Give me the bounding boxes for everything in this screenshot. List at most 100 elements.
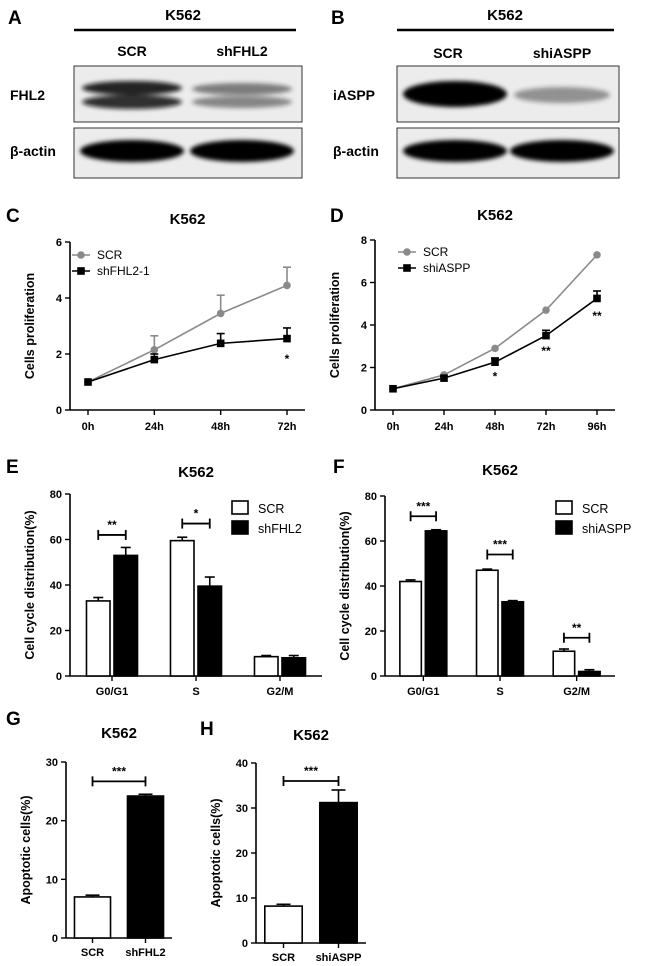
x-tick-label: shFHL2: [125, 947, 165, 959]
blot-title: K562: [487, 7, 523, 24]
x-tick-label: 96h: [588, 421, 607, 433]
y-tick-label: 10: [236, 893, 248, 905]
bar: [281, 656, 307, 677]
data-point: [491, 358, 499, 366]
x-tick-label: SCR: [272, 952, 295, 964]
legend-label: SCR: [258, 502, 284, 516]
lane-label: shFHL2: [216, 43, 268, 59]
x-tick-label: 48h: [486, 421, 505, 433]
x-tick-label: 24h: [145, 421, 164, 433]
y-tick-label: 40: [236, 758, 248, 770]
y-axis-label: Apoptotic cells(%): [19, 795, 33, 904]
y-axis-label: Cell cycle distribution(%): [23, 510, 37, 659]
bar: [126, 795, 165, 939]
series-shiaspp: [389, 290, 601, 393]
lane-label: SCR: [117, 43, 147, 59]
lane-label: shiASPP: [533, 45, 591, 61]
blot-band: [510, 140, 614, 162]
chart-title: K562: [477, 207, 513, 224]
significance-label: ***: [493, 538, 507, 552]
bar: [263, 905, 303, 944]
panel-letter: D: [330, 206, 344, 227]
data-point: [593, 294, 601, 303]
x-tick-label: 0h: [82, 421, 95, 433]
panel-letter: C: [6, 206, 20, 227]
bar: [424, 530, 448, 677]
y-tick-label: 2: [361, 363, 367, 375]
y-tick-label: 20: [236, 848, 248, 860]
data-point: [403, 248, 411, 256]
y-tick-label: 20: [365, 626, 377, 638]
chart-g: 0 10 20 30 Apoptotic cells(%) K562 G SCR shFHL2 *…: [6, 709, 172, 959]
y-tick-label: 4: [56, 293, 63, 305]
bar: [501, 600, 525, 677]
legend-label: shFHL2-1: [97, 264, 150, 278]
y-tick-label: 80: [365, 491, 377, 503]
significance-label: **: [572, 621, 582, 635]
series-line: [87, 337, 288, 383]
data-point: [216, 309, 225, 318]
y-tick-label: 8: [361, 235, 367, 247]
x-tick-label: S: [496, 686, 503, 698]
x-tick-label: G0/G1: [96, 686, 128, 698]
blot-band: [190, 140, 294, 162]
chart-title: K562: [178, 464, 214, 481]
bar: [552, 650, 576, 677]
data-point: [283, 334, 291, 343]
x-tick-label: S: [192, 686, 199, 698]
blot-row-label: FHL2: [10, 87, 45, 103]
bar: [113, 554, 139, 677]
y-tick-label: 40: [50, 580, 62, 592]
x-tick-label: 72h: [278, 421, 297, 433]
y-axis-label: Cells proliferation: [328, 272, 342, 378]
y-tick-label: 4: [361, 320, 368, 332]
y-tick-label: 30: [46, 757, 58, 769]
charts: 0 2 4 6 Cells proliferation K562 C 0h 24h 48h 72h S…: [6, 206, 631, 964]
legend-swatch: [555, 520, 573, 535]
significance-label: ***: [304, 764, 318, 778]
chart-title: K562: [170, 211, 206, 228]
blot-band: [514, 87, 610, 103]
x-tick-label: G2/M: [267, 686, 294, 698]
significance-label: **: [541, 344, 551, 358]
significance-label: ***: [416, 499, 430, 513]
y-tick-label: 0: [56, 405, 62, 417]
data-point: [283, 281, 291, 290]
data-point: [77, 267, 85, 275]
chart-title: K562: [482, 462, 518, 479]
data-point: [150, 346, 159, 354]
blot-band: [192, 96, 292, 108]
blot-band: [403, 140, 507, 162]
panel-letter: E: [6, 457, 19, 478]
blot-title: K562: [165, 7, 201, 24]
data-point: [403, 264, 411, 272]
panel-letter: B: [331, 8, 345, 29]
blot-band: [80, 140, 184, 162]
panel-letter: A: [8, 8, 22, 29]
data-point: [389, 384, 397, 393]
panel-b: B K562 SCR shiASPP iASPP β-actin: [331, 7, 620, 179]
bar: [399, 580, 423, 677]
y-tick-label: 10: [46, 874, 58, 886]
panel-letter: F: [333, 457, 345, 478]
y-tick-label: 60: [50, 535, 62, 547]
y-axis-label: Cell cycle distribution(%): [338, 511, 352, 660]
blot-row-label: β-actin: [10, 143, 56, 159]
significance-label: **: [592, 309, 602, 323]
blot-band: [403, 81, 507, 107]
bar: [197, 585, 223, 677]
legend-swatch: [231, 500, 249, 515]
y-tick-label: 30: [236, 803, 248, 815]
data-point: [440, 374, 448, 382]
data-point: [150, 355, 159, 364]
bar: [253, 655, 279, 677]
y-tick-label: 6: [361, 278, 367, 290]
bar: [85, 600, 111, 677]
significance-label: *: [194, 507, 199, 521]
data-point: [593, 251, 601, 259]
x-tick-label: G0/G1: [407, 686, 439, 698]
series-scr: [84, 266, 291, 386]
bar: [73, 896, 112, 939]
significance-label: *: [285, 352, 290, 366]
chart-title: K562: [101, 725, 137, 742]
